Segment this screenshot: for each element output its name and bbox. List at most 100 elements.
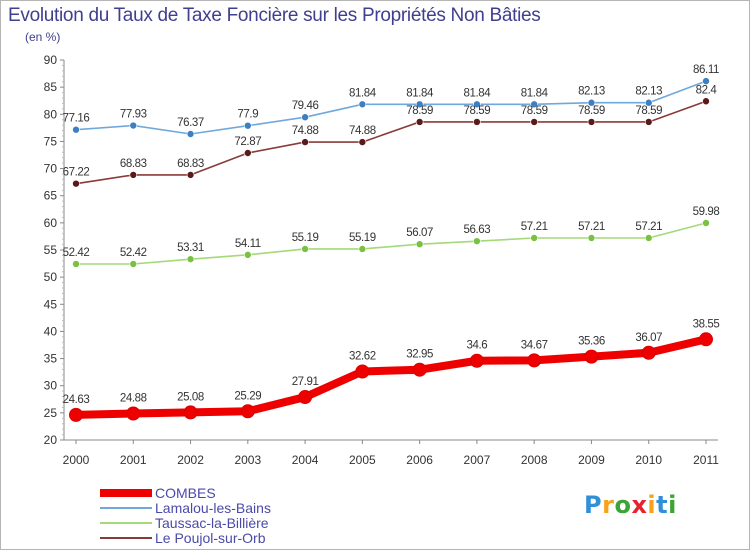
data-point — [587, 234, 596, 242]
data-point — [186, 171, 195, 179]
data-label: 52.42 — [120, 247, 147, 259]
data-label: 32.95 — [406, 349, 433, 361]
legend-label: Le Poujol-sur-Orb — [155, 530, 266, 546]
y-tick-label: 45 — [44, 297, 58, 311]
data-point — [186, 130, 195, 138]
data-point — [355, 364, 370, 379]
data-point — [129, 121, 138, 130]
data-label: 24.63 — [63, 394, 90, 406]
chart-unit-label: (en %) — [25, 30, 61, 44]
logo-letter: t — [656, 491, 669, 519]
x-tick-label: 2005 — [349, 453, 376, 467]
x-tick-label: 2003 — [234, 453, 261, 467]
series-lines — [69, 77, 713, 422]
data-label: 68.83 — [177, 158, 204, 170]
y-tick-label: 40 — [44, 324, 58, 338]
legend-item: Lamalou-les-Bains — [100, 500, 271, 516]
data-point — [473, 237, 481, 245]
logo-letter: o — [614, 491, 632, 519]
y-tick-label: 70 — [44, 162, 58, 176]
series-line — [72, 335, 710, 419]
data-label: 25.08 — [177, 391, 204, 403]
data-point — [244, 149, 252, 157]
data-label: 56.63 — [464, 224, 491, 236]
y-tick-label: 25 — [44, 406, 58, 420]
data-point — [244, 121, 252, 130]
data-point — [72, 125, 80, 134]
data-point — [72, 179, 80, 188]
data-label: 79.46 — [292, 100, 319, 112]
y-tick-label: 90 — [44, 53, 58, 67]
x-tick-label: 2007 — [464, 453, 491, 467]
data-label: 67.22 — [63, 167, 90, 179]
y-tick-label: 75 — [44, 134, 58, 148]
x-tick-label: 2010 — [635, 453, 662, 467]
data-label: 82.4 — [696, 84, 718, 96]
data-label: 36.07 — [635, 332, 662, 344]
legend-item: Le Poujol-sur-Orb — [100, 530, 266, 546]
data-point — [527, 353, 542, 368]
data-label: 76.37 — [177, 117, 204, 129]
y-tick-label: 50 — [44, 270, 58, 284]
legend-item: COMBES — [100, 485, 216, 501]
data-label: 82.13 — [635, 86, 662, 98]
data-label: 25.29 — [234, 390, 261, 402]
data-point — [186, 255, 195, 263]
data-label: 77.93 — [120, 109, 147, 121]
y-tick-label: 65 — [44, 189, 58, 203]
y-tick-label: 20 — [44, 433, 58, 447]
data-label: 57.21 — [578, 221, 605, 233]
data-label: 81.84 — [406, 87, 434, 99]
data-point — [469, 353, 484, 368]
data-label: 55.19 — [349, 232, 376, 244]
data-label: 78.59 — [406, 105, 433, 117]
data-point — [702, 97, 710, 106]
data-point — [644, 118, 653, 126]
data-point — [69, 407, 83, 422]
data-label: 59.98 — [693, 206, 720, 218]
x-tick-label: 2011 — [693, 453, 719, 467]
x-tick-label: 2006 — [406, 453, 433, 467]
y-tick-label: 35 — [44, 352, 58, 366]
data-label: 74.88 — [349, 125, 376, 137]
data-label: 81.84 — [521, 87, 549, 99]
x-tick-label: 2008 — [521, 453, 548, 467]
data-label: 82.13 — [578, 86, 605, 98]
y-tick-label: 60 — [44, 216, 58, 230]
data-label: 53.31 — [177, 242, 204, 254]
logo-letter: x — [631, 491, 648, 519]
data-point — [301, 245, 309, 253]
data-point — [473, 118, 481, 126]
data-label: 77.9 — [237, 109, 258, 121]
data-label: 78.59 — [464, 105, 491, 117]
data-point — [298, 390, 313, 405]
logo-letter: i — [668, 491, 677, 519]
data-point — [530, 100, 538, 109]
data-point — [358, 245, 367, 253]
data-label: 57.21 — [635, 221, 662, 233]
y-tick-label: 30 — [44, 379, 58, 393]
data-point — [699, 332, 713, 347]
data-point — [358, 100, 367, 109]
data-point — [641, 345, 656, 360]
legend-item: Taussac-la-Billière — [100, 515, 269, 531]
data-point — [584, 349, 599, 364]
proxiti-logo: Proxiti — [584, 491, 677, 519]
data-point — [415, 240, 424, 248]
legend: COMBESLamalou-les-BainsTaussac-la-Billiè… — [100, 485, 271, 546]
data-label: 78.59 — [521, 105, 548, 117]
axes: 20 25 30 35 40 45 50 55 60 65 70 75 80 85 90 2000 2001 20… — [44, 53, 720, 467]
data-label: 78.59 — [635, 105, 662, 117]
data-point — [587, 118, 596, 126]
series-le-poujol-sur-orb — [72, 97, 710, 188]
data-point — [415, 100, 424, 109]
x-tick-label: 2004 — [292, 453, 319, 467]
y-tick-label: 55 — [44, 243, 58, 257]
legend-label: Lamalou-les-Bains — [155, 500, 271, 516]
data-label: 34.67 — [521, 339, 548, 351]
data-point — [301, 138, 309, 146]
data-label: 52.42 — [63, 247, 90, 259]
data-point — [415, 118, 424, 126]
